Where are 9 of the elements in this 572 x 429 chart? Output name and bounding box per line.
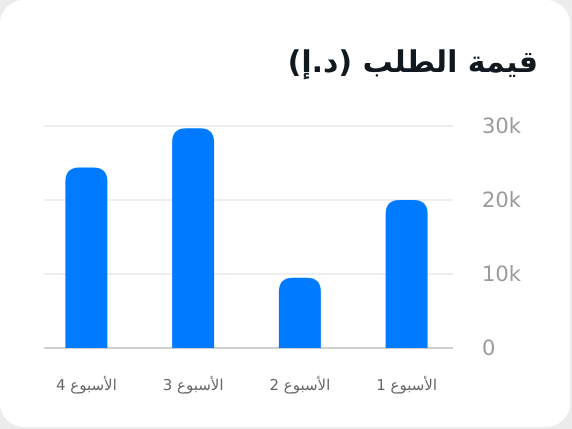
xtick: الأسبوع 2 xyxy=(269,376,330,394)
ytick: 0 xyxy=(482,336,496,360)
ytick: 30k xyxy=(482,114,521,138)
xtick: الأسبوع 4 xyxy=(56,376,117,394)
title: قيمة الطلب (د.إ) xyxy=(288,45,538,80)
ytick: 10k xyxy=(482,262,521,286)
xtick: الأسبوع 1 xyxy=(376,376,438,394)
ytick: 20k xyxy=(482,188,521,212)
xtick: الأسبوع 3 xyxy=(162,376,224,394)
